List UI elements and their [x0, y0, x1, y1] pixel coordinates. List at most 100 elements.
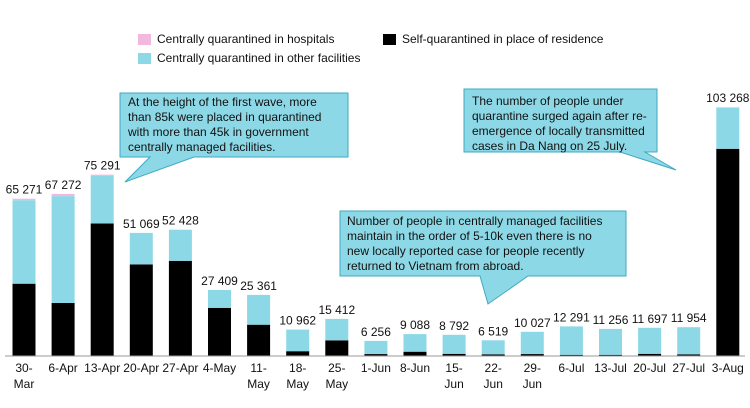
total-label-10: 9 088: [400, 318, 430, 332]
legend-other-facilities: Centrally quarantined in other facilitie…: [138, 51, 360, 65]
total-label-14: 12 291: [553, 310, 590, 324]
legend-swatch-other-facilities: [138, 52, 151, 64]
bar-segment-self-quarantined-5: [208, 307, 231, 356]
x-tick-label-8: 25-May: [325, 361, 348, 391]
total-label-13: 10 027: [514, 316, 551, 330]
callout-first-wave-line-4: centrally managed facilities.: [128, 140, 276, 154]
bar-segment-self-quarantined-15: [599, 354, 622, 356]
total-label-5: 27 409: [201, 274, 238, 288]
total-label-9: 6 256: [361, 325, 391, 339]
x-tick-label-18: 3-Aug: [712, 361, 744, 375]
legend-label-other-facilities: Centrally quarantined in other facilitie…: [157, 51, 361, 65]
callout-shape-first-wave: [119, 92, 349, 183]
bar-segment-hospitals-2: [90, 174, 114, 176]
bar-segment-hospitals-18: [716, 107, 740, 108]
x-tick-label-0: 30-Mar: [14, 361, 35, 391]
bar-segment-self-quarantined-18: [716, 148, 740, 356]
total-label-16: 11 697: [632, 312, 668, 326]
bar-segment-other-facilities-2: [90, 176, 114, 224]
total-label-12: 6 519: [478, 324, 508, 338]
total-label-2: 75 291: [84, 159, 121, 173]
callout-danang-line-3: emergence of locally transmitted: [472, 124, 645, 138]
bar-segment-self-quarantined-9: [364, 354, 388, 356]
x-tick-label-14: 6-Jul: [558, 361, 584, 375]
callout-danang: The number of people under quarantine su…: [472, 94, 657, 154]
bar-segment-self-quarantined-2: [90, 223, 114, 356]
x-labels: 30-Mar 6-Apr 13-Apr 20-Apr 27-Apr 4-May 11-May…: [14, 361, 744, 391]
bar-segment-hospitals-1: [51, 193, 75, 197]
bar-segment-other-facilities-15: [599, 328, 622, 355]
x-tick-label-5: 4-May: [203, 361, 236, 375]
bar-segment-other-facilities-12: [481, 340, 505, 355]
x-tick-label-3: 20-Apr: [123, 361, 159, 375]
bars: [12, 107, 740, 356]
bar-segment-self-quarantined-10: [403, 351, 427, 356]
callout-shapes: [119, 88, 677, 305]
total-label-17: 11 954: [671, 311, 707, 325]
callout-danang-line-1: The number of people under: [472, 94, 624, 108]
callout-shape-central-facilities: [339, 210, 627, 305]
x-tick-label-6: 11-May: [247, 361, 270, 391]
bar-segment-other-facilities-7: [286, 329, 310, 352]
x-tick-label-16: 20-Jul: [633, 361, 666, 375]
x-tick-label-13: 29-Jun: [523, 361, 542, 391]
bar-segment-self-quarantined-8: [325, 340, 349, 356]
bar-segment-other-facilities-18: [716, 107, 740, 149]
bar-segment-other-facilities-5: [208, 290, 231, 308]
x-tick-label-1: 6-Apr: [48, 361, 77, 375]
total-label-4: 52 428: [162, 214, 199, 228]
callout-central-line-4: returned to Vietnam from abroad.: [347, 259, 524, 273]
total-label-8: 15 412: [318, 303, 355, 317]
bar-segment-self-quarantined-0: [12, 283, 36, 356]
bar-segment-other-facilities-11: [442, 334, 466, 354]
legend-self-quarantined: Self-quarantined in place of residence: [383, 32, 603, 46]
bar-segment-other-facilities-10: [403, 334, 427, 352]
bar-segment-other-facilities-9: [364, 340, 388, 354]
callout-danang-line-2: quarantine surged again after re-: [472, 109, 647, 123]
total-label-15: 11 256: [593, 313, 629, 327]
x-tick-label-17: 27-Jul: [672, 361, 705, 375]
callout-central-line-2: maintain in the order of 5-10k even ther…: [347, 229, 592, 243]
bar-segment-self-quarantined-3: [129, 264, 153, 356]
x-tick-label-15: 13-Jul: [594, 361, 627, 375]
x-tick-label-12: 22-Jun: [484, 361, 503, 391]
total-label-18: 103 268: [706, 91, 750, 105]
x-tick-label-2: 13-Apr: [84, 361, 120, 375]
bar-segment-hospitals-0: [12, 198, 36, 201]
x-tick-label-7: 18-May: [286, 361, 309, 391]
legend-swatch-hospitals: [138, 33, 151, 45]
callout-danang-line-4: cases in Da Nang on 25 July.: [472, 139, 628, 153]
bar-segment-self-quarantined-12: [481, 354, 505, 356]
bar-segment-other-facilities-13: [520, 331, 544, 354]
bar-segment-other-facilities-16: [638, 327, 662, 354]
x-tick-label-9: 1-Jun: [361, 361, 391, 375]
bar-segment-other-facilities-17: [677, 327, 701, 355]
callout-first-wave: At the height of the first wave, more th…: [128, 95, 348, 155]
bar-segment-other-facilities-14: [559, 326, 583, 355]
x-tick-label-10: 8-Jun: [400, 361, 430, 375]
total-label-1: 67 272: [45, 178, 82, 192]
bar-segment-other-facilities-6: [247, 294, 271, 325]
bar-segment-self-quarantined-4: [168, 260, 192, 356]
legend-hospitals: Centrally quarantined in hospitals: [138, 32, 334, 46]
total-label-3: 51 069: [123, 217, 160, 231]
bar-segment-self-quarantined-14: [559, 354, 583, 356]
total-label-7: 10 962: [279, 314, 316, 328]
bar-segment-other-facilities-3: [129, 232, 153, 265]
bar-segment-self-quarantined-17: [677, 354, 701, 356]
legend-swatch-self-quarantined: [383, 33, 396, 45]
callout-first-wave-line-3: with more than 45k in government: [128, 125, 309, 139]
x-tick-label-11: 15-Jun: [444, 361, 463, 391]
legend-label-hospitals: Centrally quarantined in hospitals: [157, 32, 335, 46]
x-tick-label-4: 27-Apr: [162, 361, 198, 375]
callout-central-line-3: new locally reported case for people rec…: [347, 244, 585, 258]
bar-segment-self-quarantined-16: [638, 353, 662, 356]
bar-segment-self-quarantined-13: [520, 354, 544, 356]
legend-label-self-quarantined: Self-quarantined in place of residence: [402, 32, 604, 46]
bar-segment-self-quarantined-11: [442, 353, 466, 356]
callout-central-line-1: Number of people in centrally managed fa…: [347, 214, 603, 228]
total-label-6: 25 361: [240, 279, 277, 293]
bar-segment-self-quarantined-7: [286, 351, 310, 356]
